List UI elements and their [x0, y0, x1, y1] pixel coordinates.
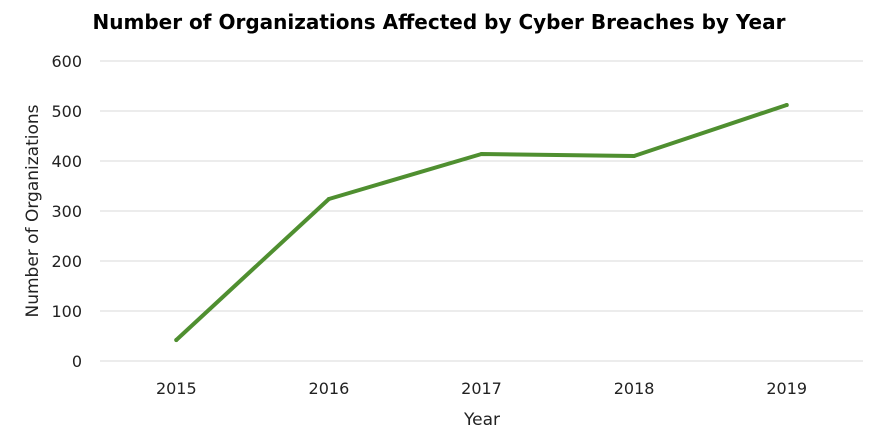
x-axis-label: Year: [463, 410, 500, 430]
y-tick-label: 0: [72, 352, 82, 371]
x-tick-label: 2016: [309, 379, 350, 398]
data-point-2017: [479, 152, 484, 156]
y-tick-label: 100: [51, 302, 82, 321]
y-tick-label: 300: [51, 202, 82, 221]
data-point-2016: [326, 197, 331, 201]
y-tick-label: 400: [51, 152, 82, 171]
x-tick-label: 2017: [461, 379, 502, 398]
x-tick-label: 2018: [614, 379, 655, 398]
series-line: [174, 103, 789, 342]
data-point-2018: [632, 154, 637, 158]
series-layer: [174, 103, 789, 342]
x-tick-label: 2019: [766, 379, 807, 398]
x-tick-label: 2015: [156, 379, 197, 398]
y-tick-label: 600: [51, 52, 82, 71]
y-tick-label: 500: [51, 102, 82, 121]
data-point-2015: [174, 338, 179, 342]
data-point-2019: [784, 103, 789, 107]
x-axis-ticks: 2015 2016 2017 2018 2019: [156, 379, 807, 398]
y-axis-ticks: 0 100 200 300 400 500 600: [51, 52, 82, 371]
gridlines: [100, 60, 863, 362]
y-tick-label: 200: [51, 252, 82, 271]
chart-title: Number of Organizations Affected by Cybe…: [93, 10, 786, 34]
y-axis-label: Number of Organizations: [23, 104, 43, 317]
